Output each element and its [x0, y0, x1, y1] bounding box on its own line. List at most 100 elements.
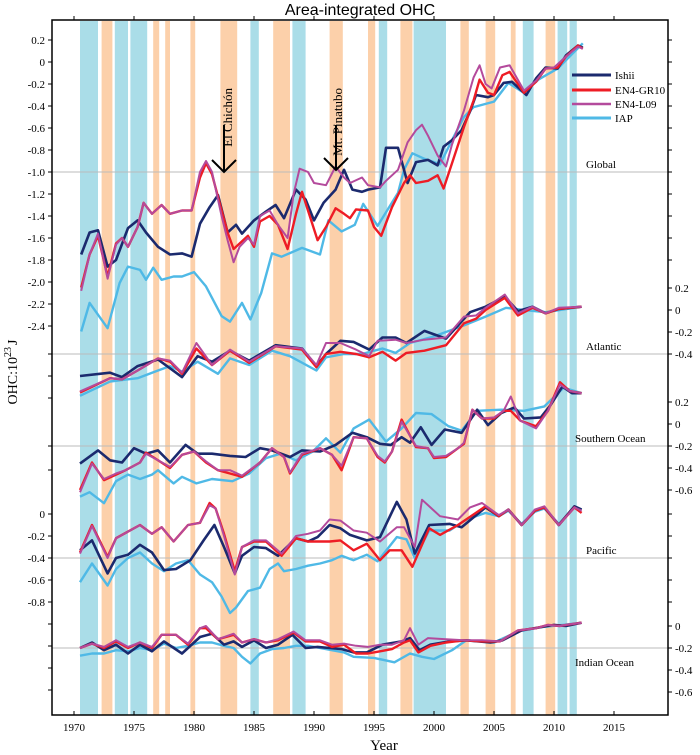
x-tick-label: 2005	[483, 722, 506, 734]
y-tick-label-right: -0.4	[675, 349, 693, 361]
x-tick-label: 1980	[183, 722, 206, 734]
y-tick-label-right: -0.2	[675, 327, 692, 339]
panel-label-indian-ocean: Indian Ocean	[575, 657, 634, 669]
x-tick-label: 1975	[123, 722, 146, 734]
y-tick-label-right: -0.2	[675, 643, 692, 655]
y-tick-label: -0.2	[28, 531, 45, 543]
legend-item-en4-gr10: EN4-GR10	[572, 85, 666, 97]
el-nino-band	[190, 21, 196, 715]
x-axis-label: Year	[370, 738, 398, 754]
y-tick-label-right: -0.6	[675, 687, 693, 699]
enso-bands	[80, 21, 577, 715]
el-nino-band	[545, 21, 556, 715]
legend-label: Ishii	[615, 70, 635, 82]
panel-label-pacific: Pacific	[586, 545, 617, 557]
y-tick-label: -0.4	[28, 101, 46, 113]
series-en4-l09-southern-ocean	[79, 383, 582, 493]
el-nino-band	[368, 21, 376, 715]
la-nina-band	[557, 21, 568, 715]
el-nino-band	[460, 21, 469, 715]
series-en4-l09-indian-ocean	[79, 621, 582, 649]
y-tick-label: -0.8	[28, 145, 46, 157]
y-tick-label-right: -0.4	[675, 463, 693, 475]
y-tick-label-right: 0	[675, 305, 681, 317]
annotations: El Chichón Mt. Pinatubo	[211, 88, 349, 174]
y-axis-label-base: OHC:10	[6, 357, 21, 404]
y-axis-label-exp: 23	[3, 347, 14, 357]
el-nino-band	[153, 21, 160, 715]
la-nina-band	[292, 21, 306, 715]
y-tick-label: -2.2	[28, 299, 45, 311]
axes: 0.2 0 -0.2 -0.4 -0.6 -0.8 -1.0 -1.2 -1.4 -1.6 -1.8…	[28, 16, 693, 734]
y-tick-label-right: 0	[675, 419, 681, 431]
el-nino-band	[101, 21, 113, 715]
y-tick-label: -1.2	[28, 189, 45, 201]
chart-title: Area-integrated OHC	[285, 2, 435, 19]
y-tick-label: -1.0	[28, 167, 46, 179]
series-ishii-southern-ocean	[79, 385, 582, 465]
x-tick-label: 2015	[603, 722, 626, 734]
arrow-icon	[323, 125, 349, 172]
panel-label-global: Global	[586, 159, 616, 171]
el-nino-band	[400, 21, 413, 715]
legend: Ishii EN4-GR10 EN4-L09 IAP	[572, 70, 666, 125]
el-nino-band	[273, 21, 290, 715]
la-nina-band	[378, 21, 388, 715]
panel-labels: Global Atlantic Southern Ocean Pacific India…	[575, 159, 646, 669]
x-tick-label: 2010	[543, 722, 566, 734]
y-tick-label-right: -0.2	[675, 441, 692, 453]
legend-item-ishii: Ishii	[572, 70, 635, 82]
la-nina-band	[413, 21, 446, 715]
y-tick-label: -2.4	[28, 321, 46, 333]
panel-label-southern-ocean: Southern Ocean	[575, 433, 646, 445]
la-nina-band	[130, 21, 148, 715]
series-en4-l09-atlantic	[79, 293, 582, 393]
plot-frame	[51, 19, 669, 716]
y-tick-label: 0	[40, 509, 46, 521]
y-tick-label-right: 0.2	[675, 283, 689, 295]
series-lines	[78, 42, 584, 665]
legend-item-en4-l09: EN4-L09	[572, 99, 657, 111]
y-tick-label: -1.6	[28, 233, 46, 245]
la-nina-band	[522, 21, 534, 715]
y-axis-label: OHC:1023 J	[3, 339, 21, 404]
x-tick-label: 2000	[423, 722, 446, 734]
annotation-el-chichon: El Chichón	[220, 88, 235, 147]
x-tick-label: 1995	[363, 722, 386, 734]
legend-item-iap: IAP	[572, 113, 633, 125]
legend-label: EN4-GR10	[615, 85, 666, 97]
series-iap-atlantic	[79, 305, 582, 397]
x-tick-label: 1990	[303, 722, 326, 734]
y-tick-label-right: -0.4	[675, 665, 693, 677]
series-en4-l09-global	[80, 45, 584, 292]
el-nino-band	[485, 21, 496, 715]
y-tick-label: -0.2	[28, 79, 45, 91]
y-tick-label: -1.8	[28, 255, 46, 267]
y-axis-label-unit: J	[6, 339, 21, 345]
annotation-mt-pinatubo: Mt. Pinatubo	[330, 88, 345, 156]
y-tick-label: -0.6	[28, 575, 46, 587]
series-iap-global	[80, 42, 584, 332]
y-tick-label: -1.4	[28, 211, 46, 223]
x-tick-label: 1970	[63, 722, 86, 734]
legend-label: IAP	[615, 113, 633, 125]
y-tick-label: -0.8	[28, 597, 46, 609]
y-tick-label: -0.4	[28, 553, 46, 565]
panel-label-atlantic: Atlantic	[586, 341, 622, 353]
y-tick-label-right: 0.2	[675, 397, 689, 409]
la-nina-band	[80, 21, 98, 715]
la-nina-band	[569, 21, 577, 715]
y-tick-label: 0	[40, 57, 46, 69]
la-nina-band	[250, 21, 259, 715]
y-tick-label: -2.0	[28, 277, 46, 289]
y-tick-label: -0.6	[28, 123, 46, 135]
el-nino-band	[510, 21, 516, 715]
legend-label: EN4-L09	[615, 99, 657, 111]
series-en4-l09-pacific	[79, 498, 583, 576]
y-tick-label-right: 0	[675, 621, 681, 633]
arrow-icon	[211, 125, 237, 174]
y-tick-label: 0.2	[31, 35, 45, 47]
y-tick-label-right: -0.6	[675, 485, 693, 497]
x-tick-label: 1985	[243, 722, 266, 734]
